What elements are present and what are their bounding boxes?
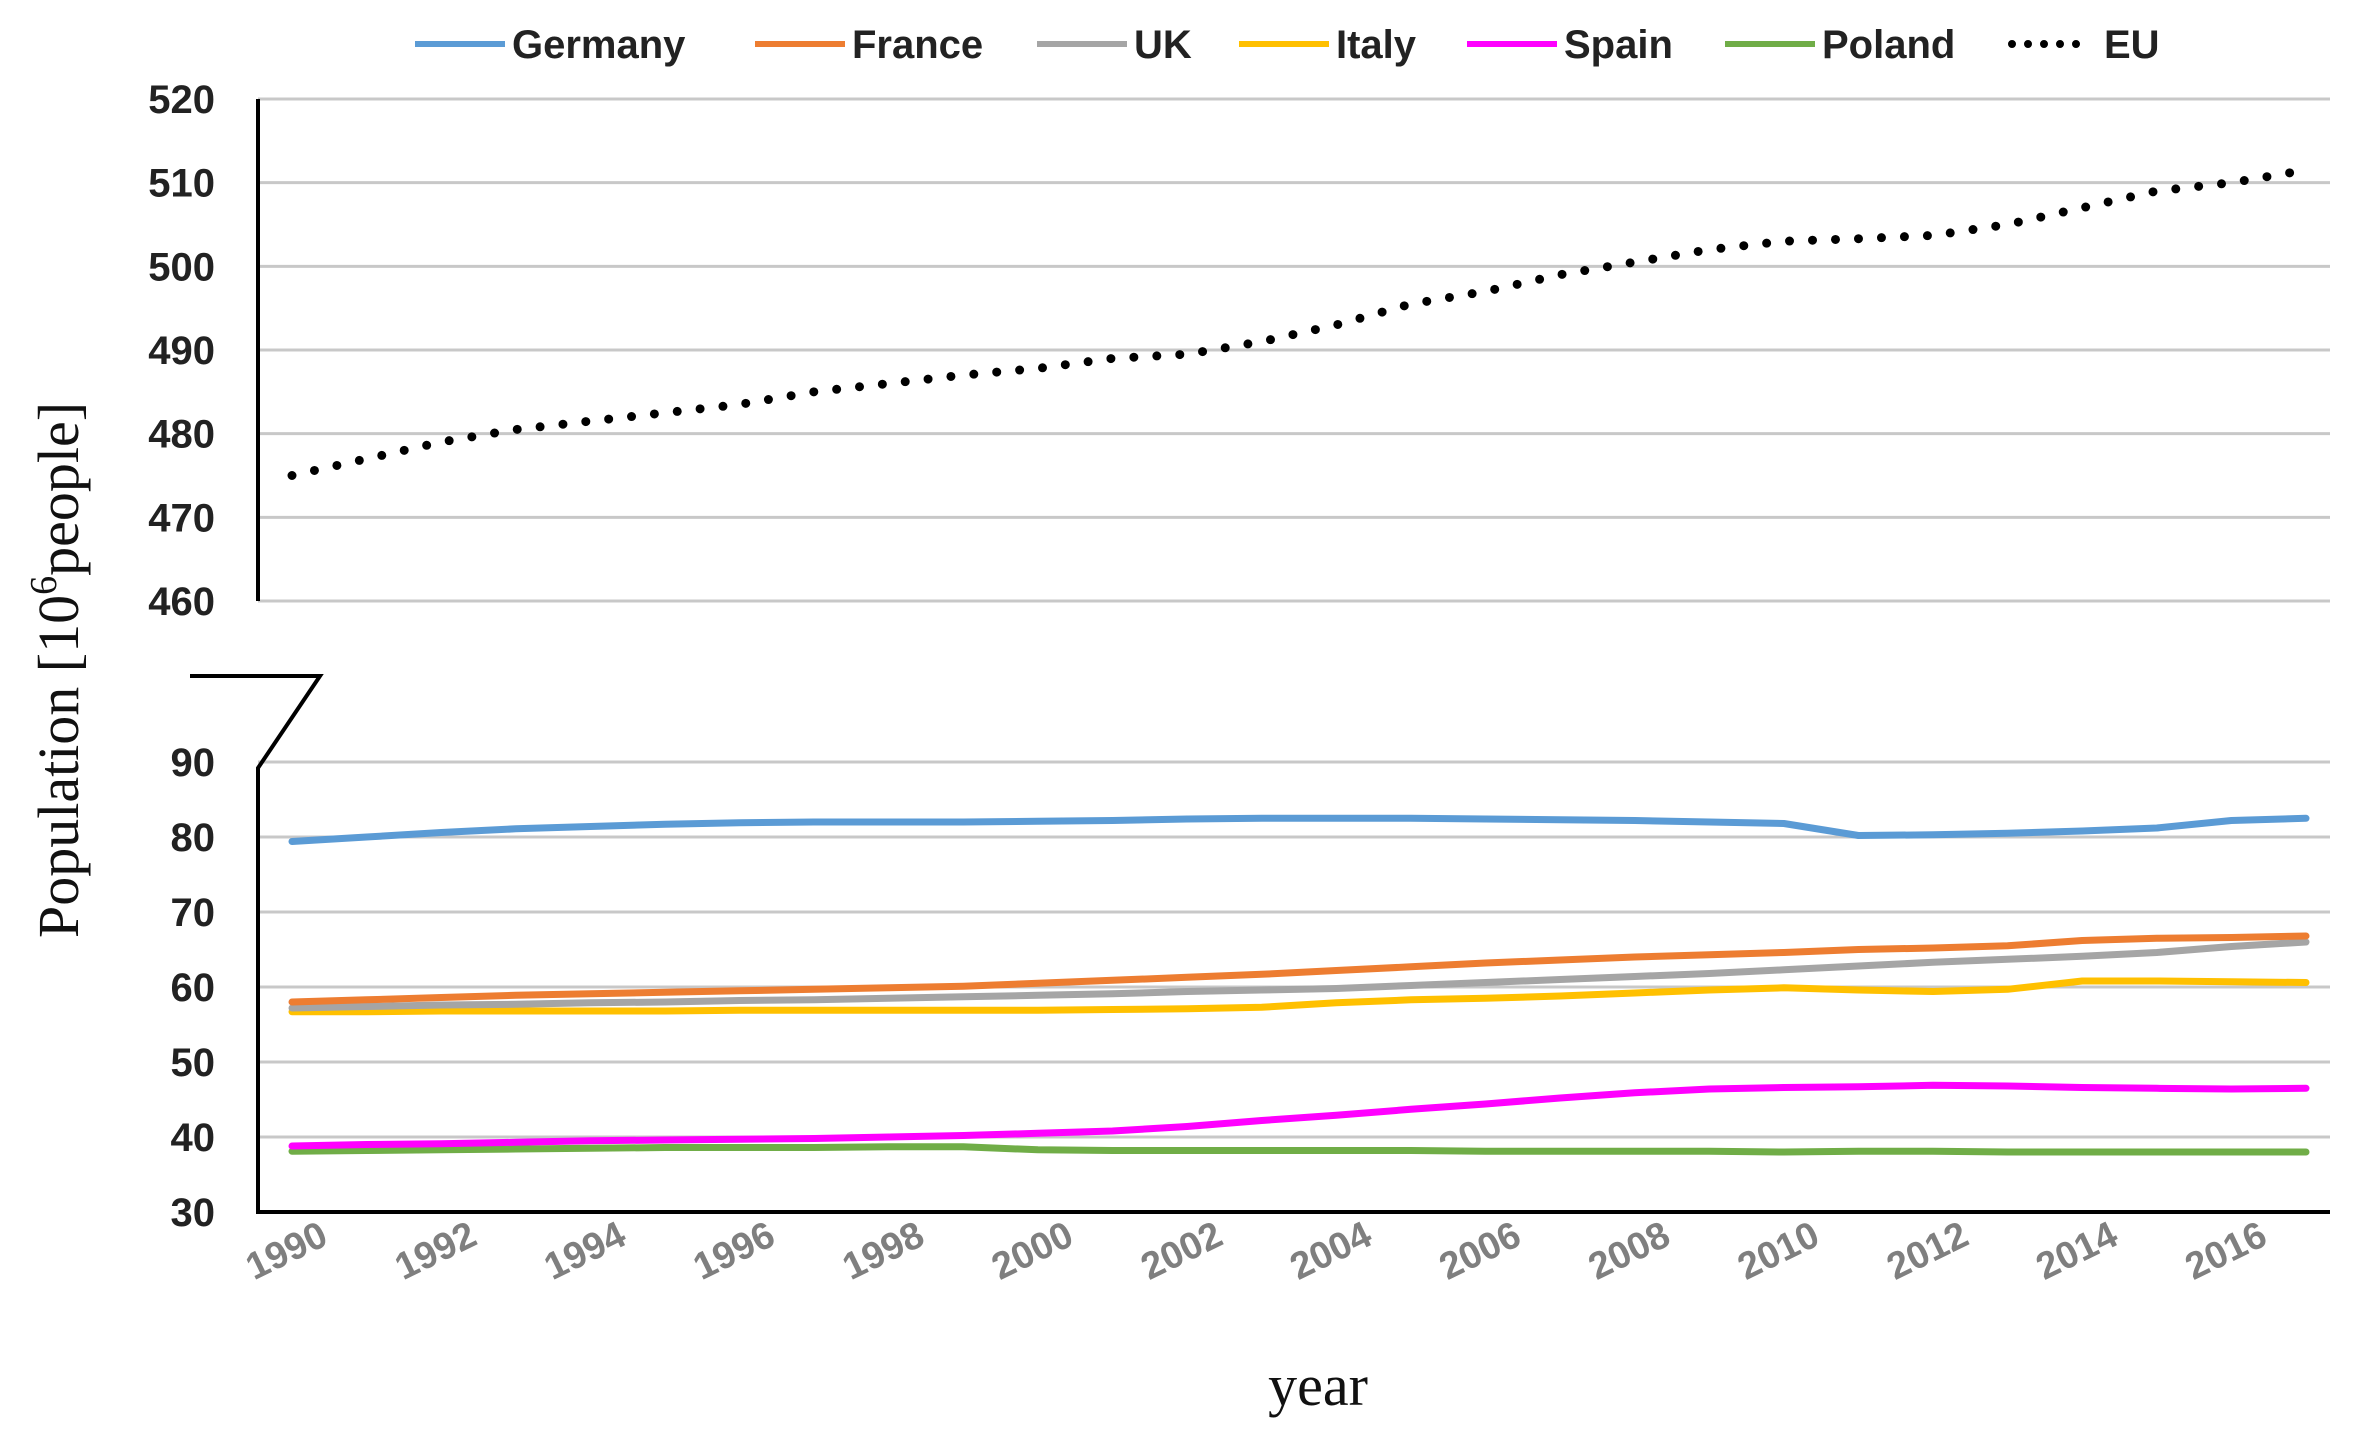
y-tick-label-lower: 90 (171, 741, 216, 785)
legend-label-uk: UK (1134, 23, 1192, 67)
y-tick-label-lower: 50 (171, 1041, 216, 1085)
y-tick-label-upper: 500 (148, 245, 215, 289)
legend-label-france: France (852, 23, 983, 67)
y-tick-label-upper: 470 (148, 496, 215, 540)
x-tick-label: 2012 (1881, 1214, 1975, 1289)
y-tick-label-upper: 480 (148, 413, 215, 457)
x-tick-label: 2010 (1731, 1214, 1825, 1289)
y-tick-label-lower: 80 (171, 816, 216, 860)
y-tick-label-lower: 40 (171, 1116, 216, 1160)
x-tick-label: 2016 (2179, 1214, 2273, 1289)
legend-label-italy: Italy (1336, 23, 1417, 67)
series-line-italy (288, 977, 2310, 1016)
series-line-france (288, 932, 2310, 1006)
x-tick-label: 1998 (836, 1214, 930, 1289)
y-axis-title-superscript: 6 (23, 576, 65, 595)
x-tick-label: 2006 (1433, 1214, 1527, 1289)
x-tick-label: 1994 (538, 1214, 632, 1289)
series-line-spain (288, 1081, 2310, 1150)
y-tick-label-lower: 30 (171, 1191, 216, 1235)
x-axis-ticks: 1990 1992 1994 1996 1998 2000 2002 2004 2006 2008… (240, 1214, 2274, 1289)
x-axis-title: year (1268, 1353, 1368, 1418)
series-line-poland (288, 1143, 2310, 1156)
series-line-germany (288, 814, 2310, 845)
x-tick-label: 1992 (389, 1214, 483, 1289)
gridlines-upper (258, 97, 2330, 603)
legend-label-poland: Poland (1822, 23, 1955, 67)
series-layer (287, 165, 2311, 1156)
legend: Germany France UK Italy Spain Poland EU (415, 23, 2160, 67)
x-tick-label: 2000 (985, 1214, 1079, 1289)
y-axis-ticks-lower: 30 40 50 60 70 80 90 (171, 741, 216, 1235)
x-tick-label: 1990 (240, 1214, 334, 1289)
x-tick-label: 1996 (687, 1214, 781, 1289)
series-line-uk (288, 938, 2310, 1012)
series-line-eu (287, 165, 2311, 480)
y-axis-title-unit: people] (26, 402, 91, 576)
y-tick-label-lower: 70 (171, 891, 216, 935)
y-axis-line-with-break (190, 99, 2330, 1214)
legend-label-germany: Germany (512, 23, 686, 67)
legend-label-spain: Spain (1564, 23, 1673, 67)
y-axis-title-main: Population [10 (26, 595, 91, 938)
y-tick-label-upper: 490 (148, 329, 215, 373)
x-tick-label: 2004 (1284, 1214, 1378, 1289)
x-tick-label: 2014 (2030, 1214, 2124, 1289)
legend-label-eu: EU (2104, 23, 2160, 67)
y-tick-label-lower: 60 (171, 966, 216, 1010)
y-axis-ticks-upper: 460 470 480 490 500 510 520 (148, 78, 215, 624)
y-tick-label-upper: 510 (148, 162, 215, 206)
y-axis-title: Population [106people] (23, 402, 91, 938)
x-tick-label: 2002 (1135, 1214, 1229, 1289)
x-tick-label: 2008 (1582, 1214, 1676, 1289)
y-tick-label-upper: 460 (148, 580, 215, 624)
y-tick-label-upper: 520 (148, 78, 215, 122)
